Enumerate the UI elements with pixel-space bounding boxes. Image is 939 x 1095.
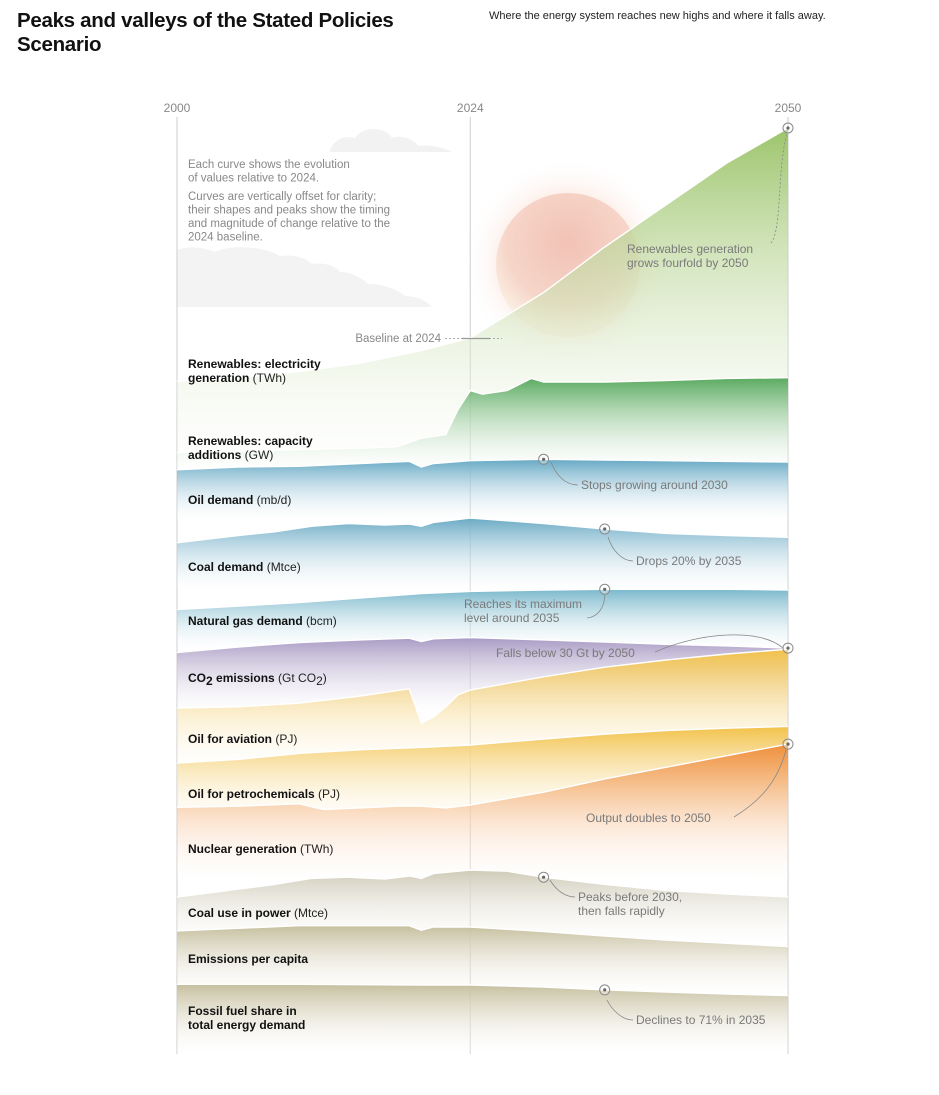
annotation-leader xyxy=(733,749,787,818)
annotation-dot xyxy=(603,527,607,531)
explanatory-notes: Each curve shows the evolution of values … xyxy=(188,159,390,244)
annotation-text: Output doubles to 2050 xyxy=(586,811,711,825)
series-label: Coal use in power (Mtce) xyxy=(188,906,328,920)
annotation: Drops 20% by 2035 xyxy=(599,523,742,568)
series-line-7 xyxy=(176,648,789,724)
annotation: Stops growing around 2030 xyxy=(538,453,728,492)
series-label: Oil for aviation (PJ) xyxy=(188,732,297,746)
series-area-9 xyxy=(177,744,788,880)
series-label: Nuclear generation (TWh) xyxy=(188,842,333,856)
series-label: Renewables: electricity xyxy=(188,357,321,371)
series-label: Renewables: capacity xyxy=(188,434,313,448)
annotation-dot xyxy=(786,646,790,650)
series-area-4 xyxy=(177,518,788,590)
note-line: Curves are vertically offset for clarity… xyxy=(188,191,376,203)
series-label: Oil for petrochemicals (PJ) xyxy=(188,787,340,801)
annotation-dot xyxy=(542,875,546,879)
series-layer xyxy=(176,127,789,1054)
series-line-9 xyxy=(176,743,789,811)
series-area-3 xyxy=(177,459,788,520)
x-tick-label: 2050 xyxy=(775,101,802,115)
note-line: their shapes and peaks show the timing xyxy=(188,205,390,217)
series-label: additions (GW) xyxy=(188,448,273,462)
note-line: Each curve shows the evolution xyxy=(188,159,350,171)
annotation-text: Drops 20% by 2035 xyxy=(636,554,742,568)
series-area-11 xyxy=(177,925,788,995)
series-label: generation (TWh) xyxy=(188,371,286,385)
annotation: Peaks before 2030,then falls rapidly xyxy=(538,871,682,918)
annotation-text: Renewables generation xyxy=(627,242,753,256)
series-line-12 xyxy=(177,983,789,997)
annotation: Declines to 71% in 2035 xyxy=(599,984,766,1027)
cloud-icon xyxy=(177,247,432,307)
annotation-text: grows fourfold by 2050 xyxy=(627,256,749,270)
annotation-leader xyxy=(550,461,579,486)
note-line: of values relative to 2024. xyxy=(188,173,319,185)
cloud-icon xyxy=(330,129,452,152)
annotation-text: Peaks before 2030, xyxy=(578,890,682,904)
annotation-dot xyxy=(603,587,607,591)
series-label: Emissions per capita xyxy=(188,952,308,966)
series-area-5 xyxy=(177,589,788,650)
annotation-leader xyxy=(549,879,576,898)
annotation-text: Declines to 71% in 2035 xyxy=(636,1013,766,1027)
series-area-12 xyxy=(177,984,788,1054)
x-tick-label: 2024 xyxy=(457,101,484,115)
note-line: and magnitude of change relative to the xyxy=(188,218,390,230)
series-line-4 xyxy=(176,517,789,544)
series-line-3 xyxy=(176,458,789,471)
series-label: CO2 emissions (Gt CO2) xyxy=(188,671,327,688)
series-line-6 xyxy=(176,636,789,654)
series-line-10 xyxy=(176,869,789,898)
annotation-text: Reaches its maximum xyxy=(464,597,582,611)
series-line-5 xyxy=(176,588,789,611)
annotation-dot xyxy=(786,126,790,130)
annotation-dot xyxy=(786,742,790,746)
annotation-leader xyxy=(606,999,634,1021)
annotation-dot xyxy=(542,457,546,461)
series-area-2 xyxy=(177,377,788,470)
series-label: Oil demand (mb/d) xyxy=(188,493,291,507)
x-tick-label: 2000 xyxy=(164,101,191,115)
annotation-leader xyxy=(586,594,606,619)
annotation-text: then falls rapidly xyxy=(578,904,665,918)
series-line-8 xyxy=(176,725,789,764)
series-label: Fossil fuel share in xyxy=(188,1004,297,1018)
series-label: Coal demand (Mtce) xyxy=(188,560,301,574)
annotation: Output doubles to 2050 xyxy=(586,738,794,825)
annotation-text: Stops growing around 2030 xyxy=(581,478,728,492)
series-label: total energy demand xyxy=(188,1018,305,1032)
chart-title: Peaks and valleys of the Stated Policies… xyxy=(17,9,394,56)
annotation-leader xyxy=(607,536,634,562)
baseline-label: Baseline at 2024 xyxy=(355,333,441,345)
annotation-leader xyxy=(654,634,784,653)
baseline-marker: Baseline at 2024 xyxy=(355,333,502,345)
annotation-dot xyxy=(603,988,607,992)
annotation: Falls below 30 Gt by 2050 xyxy=(496,634,794,660)
chart-subtitle: Where the energy system reaches new high… xyxy=(489,10,826,22)
note-line: 2024 baseline. xyxy=(188,232,263,244)
annotation-text: Falls below 30 Gt by 2050 xyxy=(496,646,635,660)
series-label: Natural gas demand (bcm) xyxy=(188,614,337,628)
series-line-11 xyxy=(176,925,789,948)
annotation-text: level around 2035 xyxy=(464,611,560,625)
series-line-2 xyxy=(176,377,789,454)
